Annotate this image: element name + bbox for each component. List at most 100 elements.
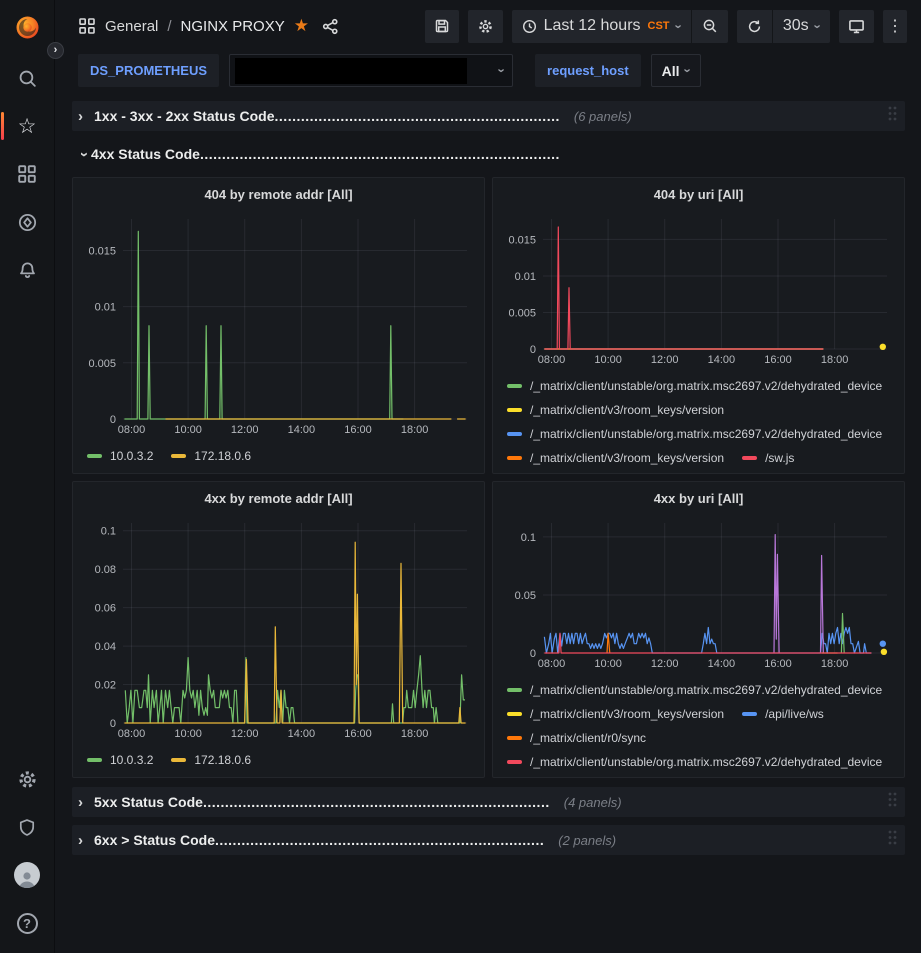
kiosk-mode-button[interactable] — [839, 9, 874, 43]
gear-icon — [18, 770, 36, 788]
row-title: 5xx Status Code — [94, 794, 203, 810]
refresh-button[interactable] — [737, 10, 772, 43]
legend: /_matrix/client/unstable/org.matrix.msc2… — [503, 676, 894, 774]
drag-handle-icon[interactable] — [888, 830, 897, 850]
row-title-dots: ........................................… — [274, 108, 560, 124]
svg-text:14:00: 14:00 — [288, 424, 316, 436]
chart-404-by-uri[interactable]: 08:00 10:00 12:00 14:00 16:00 18:00 0 0.005 0.01… — [503, 209, 894, 372]
panel-title[interactable]: 404 by remote addr [All] — [204, 187, 353, 202]
chevron-down-icon: › — [671, 23, 687, 29]
row-panel-count: (4 panels) — [563, 794, 622, 810]
svg-text:0.1: 0.1 — [101, 526, 116, 538]
request-host-value: All — [661, 62, 680, 79]
panel-title[interactable]: 4xx by remote addr [All] — [204, 491, 353, 506]
dashboard-settings-button[interactable] — [467, 9, 503, 43]
shield-icon — [19, 818, 35, 836]
svg-text:16:00: 16:00 — [764, 658, 792, 670]
datasource-variable-label[interactable]: DS_PROMETHEUS — [78, 54, 220, 87]
row-5xx-status-code[interactable]: › 5xx Status Code ......................… — [72, 787, 905, 817]
legend-item[interactable]: /_matrix/client/v3/room_keys/version — [507, 707, 724, 721]
legend-item[interactable]: 172.18.0.6 — [171, 753, 251, 767]
sidebar-item-help[interactable]: ? — [0, 899, 54, 947]
breadcrumb-dashboard-title[interactable]: NGINX PROXY — [180, 17, 285, 35]
panel-title[interactable]: 404 by uri [All] — [653, 187, 744, 202]
sidebar-item-starred[interactable]: ☆ — [0, 102, 54, 150]
refresh-interval-dropdown[interactable]: 30s › — [771, 9, 830, 43]
chart-4xx-by-uri[interactable]: 08:00 10:00 12:00 14:00 16:00 18:00 0 0.05 0.1 — [503, 513, 894, 676]
svg-text:12:00: 12:00 — [231, 424, 259, 436]
request-host-variable-select[interactable]: All › — [650, 54, 701, 87]
sidebar-item-dashboards[interactable] — [0, 150, 54, 198]
legend: 10.0.3.2 172.18.0.6 — [83, 442, 474, 468]
legend-item[interactable]: 10.0.3.2 — [87, 753, 153, 767]
row-4xx-status-code[interactable]: › 4xx Status Code ......................… — [72, 139, 905, 169]
row-title: 1xx - 3xx - 2xx Status Code — [94, 108, 275, 124]
zoom-out-time-button[interactable] — [690, 9, 728, 43]
datasource-variable-select[interactable]: › — [229, 54, 514, 87]
svg-text:18:00: 18:00 — [401, 424, 429, 436]
nav-actions: Last 12 hours CST › — [424, 9, 907, 43]
legend-item[interactable]: /_matrix/client/unstable/org.matrix.msc2… — [507, 427, 882, 441]
apps-grid-icon — [18, 165, 36, 183]
chevron-down-icon: › — [680, 68, 696, 73]
sidebar-expand-button[interactable]: › — [47, 42, 64, 59]
sidebar-item-alerting[interactable] — [0, 246, 54, 294]
question-icon: ? — [16, 912, 38, 934]
svg-text:0.04: 0.04 — [95, 641, 116, 653]
svg-text:18:00: 18:00 — [401, 728, 429, 740]
drag-handle-icon[interactable] — [888, 106, 897, 126]
svg-text:10:00: 10:00 — [594, 658, 622, 670]
legend: 10.0.3.2 172.18.0.6 — [83, 746, 474, 772]
legend-item[interactable]: /_matrix/client/r0/sync — [507, 731, 646, 745]
more-options-button[interactable]: ⋮ — [883, 9, 907, 43]
legend: /_matrix/client/unstable/org.matrix.msc2… — [503, 372, 894, 470]
row-panel-count: (6 panels) — [573, 108, 632, 124]
chevron-down-icon: › — [76, 151, 93, 157]
svg-text:0.02: 0.02 — [95, 680, 116, 692]
svg-text:10:00: 10:00 — [174, 728, 202, 740]
legend-item[interactable]: /api/live/ws — [742, 707, 824, 721]
time-range-button[interactable]: Last 12 hours CST › — [512, 10, 691, 43]
sidebar-item-profile[interactable] — [0, 851, 54, 899]
sidebar-item-configuration[interactable] — [0, 755, 54, 803]
legend-item[interactable]: /_matrix/client/unstable/org.matrix.msc2… — [507, 379, 882, 393]
svg-text:0.06: 0.06 — [95, 603, 116, 615]
drag-handle-icon[interactable] — [888, 792, 897, 812]
star-outline-icon: ☆ — [17, 114, 37, 138]
favorite-star-icon[interactable]: ★ — [293, 16, 309, 35]
monitor-icon — [849, 19, 864, 33]
row-1xx-3xx-2xx-status-code[interactable]: › 1xx - 3xx - 2xx Status Code ..........… — [72, 101, 905, 131]
variables-row: DS_PROMETHEUS › request_host All › — [56, 52, 921, 97]
legend-item[interactable]: /_matrix/client/v3/room_keys/version — [507, 403, 724, 417]
timezone-label: CST — [647, 20, 670, 32]
save-dashboard-button[interactable] — [424, 9, 459, 43]
legend-item[interactable]: 172.18.0.6 — [171, 449, 251, 463]
chart-404-by-remote-addr[interactable]: 08:00 10:00 12:00 14:00 16:00 18:00 0 0.005 0.01… — [83, 209, 474, 442]
panel-title[interactable]: 4xx by uri [All] — [653, 491, 744, 506]
svg-text:14:00: 14:00 — [708, 658, 736, 670]
chevron-down-icon: › — [810, 23, 826, 29]
sidebar-item-server-admin[interactable] — [0, 803, 54, 851]
sidebar-item-explore[interactable] — [0, 198, 54, 246]
breadcrumb-folder[interactable]: General — [105, 17, 159, 35]
grafana-logo-icon — [16, 16, 38, 38]
sidebar-item-search[interactable] — [0, 54, 54, 102]
share-icon[interactable] — [322, 18, 339, 35]
legend-item[interactable]: 10.0.3.2 — [87, 449, 153, 463]
bell-icon — [19, 261, 35, 278]
redacted-value — [235, 57, 468, 84]
legend-item[interactable]: /sw.js — [742, 451, 794, 465]
panel-404-by-remote-addr: 404 by remote addr [All] 08:00 10:00 12:00… — [72, 177, 485, 474]
kebab-icon: ⋮ — [887, 18, 903, 35]
legend-item[interactable]: /_matrix/client/unstable/org.matrix.msc2… — [507, 683, 882, 697]
save-icon — [435, 19, 448, 33]
chart-4xx-by-remote-addr[interactable]: 08:00 10:00 12:00 14:00 16:00 18:00 0 0.02 0.04 0… — [83, 513, 474, 746]
grafana-logo[interactable] — [0, 0, 54, 54]
svg-text:18:00: 18:00 — [821, 354, 849, 366]
legend-item[interactable]: /_matrix/client/v3/room_keys/version — [507, 451, 724, 465]
panel-404-by-uri: 404 by uri [All] 08:00 10:00 12:00 14:00 16:… — [492, 177, 905, 474]
legend-item[interactable]: /_matrix/client/unstable/org.matrix.msc2… — [507, 755, 882, 769]
svg-text:10:00: 10:00 — [174, 424, 202, 436]
row-6xx-status-code[interactable]: › 6xx > Status Code ....................… — [72, 825, 905, 855]
request-host-variable-label[interactable]: request_host — [535, 54, 641, 87]
